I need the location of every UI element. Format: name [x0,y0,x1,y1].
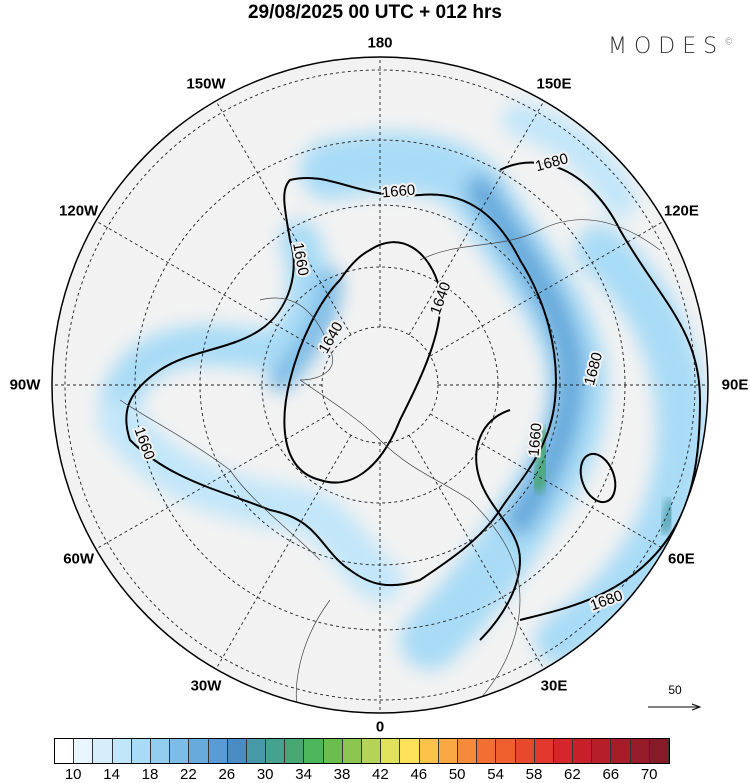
colorbar-swatch [74,739,94,763]
colorbar-tick-label: 34 [295,766,312,783]
longitude-label: 120E [663,202,699,220]
jet-core-shading [528,427,552,494]
colorbar-swatch [112,739,132,763]
colorbar-swatch [381,739,401,763]
modes-logo: MODES© [608,34,733,59]
colorbar-swatch [304,739,324,763]
longitude-label: 60E [668,550,695,568]
longitude-label: 150W [186,75,226,93]
longitude-label: 30E [540,677,568,695]
colorbar-swatch [630,739,650,763]
colorbar-tick-label: 38 [333,766,351,783]
colorbar-tick-label: 66 [602,766,620,783]
jet-core-shading [658,499,676,536]
vector-scale-label: 50 [668,683,682,697]
colorbar-swatch [208,739,228,763]
colorbar-tick-label: 46 [410,766,428,783]
vector-scale-arrow [648,703,702,711]
contour-label: 1660 [381,182,416,202]
colorbar-swatch [553,739,574,763]
colorbar-swatch [323,739,343,763]
colorbar-swatch [438,739,458,763]
longitude-label: 150E [536,75,572,93]
longitude-label: 90W [9,376,41,394]
longitude-label: 180 [367,34,393,52]
colorbar-tick-label: 26 [218,766,236,783]
colorbar-tick-label: 14 [103,766,120,783]
colorbar-swatch [457,739,478,763]
colorbar-tick-label: 42 [372,766,389,783]
colorbar [54,738,670,764]
longitude-label: 90E [721,376,749,394]
colorbar-swatch [93,739,113,763]
longitude-label: 30W [190,677,222,695]
colorbar-swatch [285,739,305,763]
colorbar-tick-label: 10 [64,766,82,783]
height-contours [125,161,702,641]
colorbar-tick-label: 70 [640,766,658,783]
longitude-label: 0 [375,718,385,736]
colorbar-tick-label: 50 [448,766,466,783]
colorbar-swatch [477,739,497,763]
colorbar-swatch [362,739,382,763]
map-background [52,57,708,713]
contour-label: 1660 [526,422,546,457]
colorbar-swatch [515,739,535,763]
colorbar-swatch [150,739,171,763]
colorbar-swatch [342,739,362,763]
colorbar-swatch [573,739,593,763]
colorbar-swatch [189,739,209,763]
longitude-label: 120W [59,202,99,220]
colorbar-swatch [55,739,75,763]
colorbar-tick-label: 54 [487,766,504,783]
map-border [51,56,709,714]
colorbar-swatch [611,739,631,763]
colorbar-swatch [246,739,267,763]
colorbar-swatch [400,739,420,763]
colorbar-swatch [496,739,516,763]
colorbar-tick-label: 22 [180,766,197,783]
colorbar-swatch [170,739,190,763]
colorbar-tick-label: 58 [525,766,543,783]
colorbar-swatch [227,739,247,763]
logo-mark: © [724,37,734,48]
colorbar-swatch [266,739,286,763]
colorbar-swatch [131,739,151,763]
colorbar-swatch [534,739,554,763]
colorbar-tick-label: 30 [256,766,274,783]
logo-text: MODES [608,34,725,59]
colorbar-swatch [649,739,669,763]
colorbar-tick-label: 18 [141,766,159,783]
map-title: 29/08/2025 00 UTC + 012 hrs [247,2,503,23]
graticule [52,57,708,713]
coastlines [119,219,661,713]
colorbar-swatch [419,739,439,763]
colorbar-swatch [592,739,612,763]
colorbar-tick-label: 62 [564,766,581,783]
longitude-label: 60W [63,550,95,568]
